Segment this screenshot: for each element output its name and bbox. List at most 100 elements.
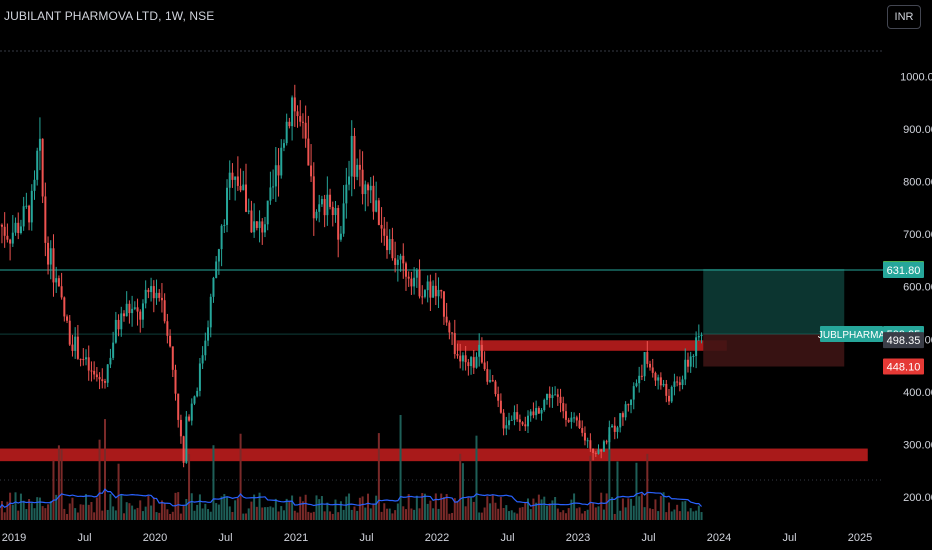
volume-bar: [22, 500, 25, 520]
candle-body: [442, 291, 445, 317]
price-label-text: 631.80: [887, 265, 921, 277]
candle-body: [545, 393, 548, 400]
candle-body: [700, 334, 703, 337]
candle-body: [234, 176, 237, 180]
candle-body: [486, 369, 489, 382]
candle-body: [14, 222, 17, 233]
volume-bar: [508, 511, 511, 520]
volume-bar: [198, 494, 201, 520]
volume-bar: [250, 501, 253, 520]
candle-body: [453, 333, 456, 355]
volume-bar: [136, 507, 139, 520]
candle-body: [657, 377, 660, 381]
candle-body: [269, 187, 272, 201]
candle-body: [215, 261, 218, 278]
candle-body: [299, 116, 302, 122]
candle-body: [301, 121, 304, 123]
candle-body: [573, 417, 576, 419]
candle-body: [635, 383, 638, 387]
volume-bar: [44, 508, 47, 520]
volume-bar: [255, 506, 258, 520]
volume-bar: [242, 513, 245, 520]
volume-bar: [684, 501, 687, 520]
candle-body: [659, 377, 662, 386]
volume-bar: [190, 493, 193, 520]
volume-bar: [274, 498, 277, 520]
candle-body: [508, 420, 511, 426]
candle-body: [415, 269, 418, 278]
candle-body: [399, 255, 402, 260]
candle-body: [372, 185, 375, 212]
candle-body: [258, 221, 261, 228]
currency-button[interactable]: INR: [887, 5, 921, 29]
volume-bar: [185, 499, 188, 520]
candle-body: [63, 297, 66, 317]
y-tick-label: 300.00: [903, 439, 932, 451]
candle-body: [17, 222, 20, 234]
volume-bar: [516, 513, 519, 520]
volume-bar: [342, 509, 345, 520]
volume-bar: [497, 508, 500, 520]
volume-bar: [209, 511, 212, 520]
candle-body: [472, 357, 475, 368]
candle-body: [163, 300, 166, 322]
candle-body: [624, 404, 627, 418]
volume-bar: [608, 434, 611, 520]
volume-bar: [258, 492, 261, 520]
volume-bar: [583, 511, 586, 520]
candle-body: [532, 411, 535, 416]
volume-bar: [38, 497, 41, 520]
candle-body: [139, 311, 142, 320]
volume-bar: [155, 512, 158, 520]
volume-bar: [114, 510, 117, 520]
candle-body: [49, 248, 52, 265]
candle-body: [9, 239, 12, 244]
candle-body: [608, 427, 611, 443]
volume-bar: [320, 496, 323, 520]
candle-body: [188, 416, 191, 421]
volume-bar: [152, 497, 155, 520]
candle-body: [548, 393, 551, 399]
candle-body: [242, 184, 245, 191]
volume-bar: [415, 495, 418, 520]
candle-body: [386, 235, 388, 251]
candle-body: [502, 412, 505, 429]
candle-body: [339, 233, 342, 240]
candle-body: [44, 196, 47, 243]
volume-bar: [296, 512, 299, 520]
candle-body: [277, 165, 280, 176]
candle-body: [160, 297, 163, 301]
volume-bar: [312, 511, 315, 520]
price-label-bg: [883, 332, 924, 349]
volume-bar: [196, 504, 199, 520]
candle-body: [456, 354, 459, 356]
volume-bar: [128, 503, 131, 520]
candle-body: [82, 359, 85, 361]
candle-body: [475, 356, 478, 368]
x-tick-label: Jul: [641, 532, 655, 544]
volume-bar: [334, 499, 337, 520]
volume-bar: [478, 512, 481, 520]
candle-body: [535, 408, 538, 416]
volume-bar: [263, 507, 266, 520]
volume-bar: [245, 513, 247, 520]
candle-body: [686, 359, 689, 367]
volume-bar: [640, 493, 643, 520]
candle-body: [220, 225, 223, 250]
volume-bar: [464, 506, 467, 520]
candle-body: [190, 403, 193, 421]
price-label: 498.35: [883, 332, 924, 349]
volume-bar: [434, 493, 437, 520]
candle-body: [497, 394, 500, 401]
volume-bar: [670, 511, 673, 520]
candle-body: [207, 327, 210, 341]
volume-bar: [681, 501, 684, 520]
volume-bar: [367, 493, 370, 520]
volume-bar: [217, 504, 220, 520]
volume-bar: [418, 508, 421, 520]
volume-bar: [451, 512, 454, 520]
candle-body: [250, 210, 253, 233]
candle-body: [670, 386, 673, 402]
candle-body: [646, 352, 649, 364]
